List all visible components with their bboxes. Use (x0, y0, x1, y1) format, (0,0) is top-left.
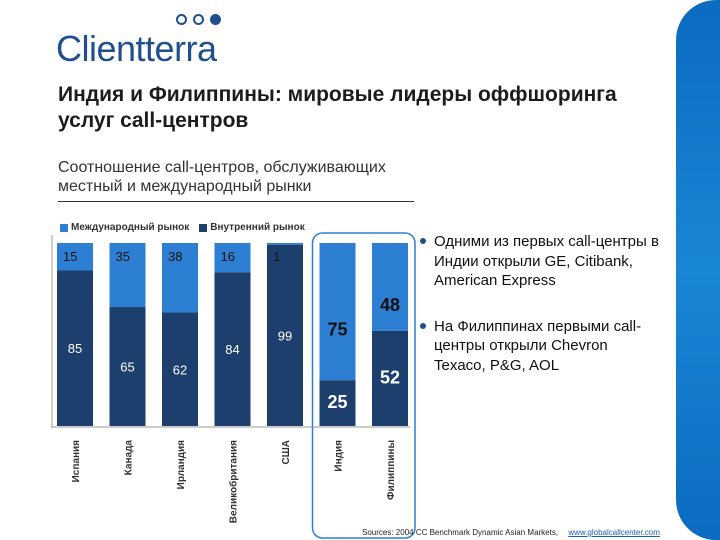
logo-text: Clientterra (56, 28, 217, 69)
x-tick-label: Индия (334, 440, 345, 472)
data-label-domestic: 25 (327, 392, 347, 412)
data-label-domestic: 99 (278, 328, 292, 343)
data-label-international: 35 (116, 249, 130, 264)
data-label-domestic: 85 (68, 341, 82, 356)
x-tick-label: Великобритания (228, 440, 240, 523)
logo-dot (176, 14, 187, 25)
bar-international (319, 243, 356, 381)
data-label-domestic: 62 (173, 362, 187, 377)
legend-item-international: Международный рынок (60, 222, 189, 233)
bar-domestic (109, 307, 146, 426)
data-label-international: 16 (221, 249, 235, 264)
bar-domestic (162, 312, 198, 426)
data-label-international: 38 (168, 249, 182, 264)
legend-label: Международный рынок (71, 222, 190, 233)
bar-domestic (372, 330, 408, 426)
bar-international (162, 243, 198, 313)
bullet-item: Одними из первых call-центры в Индии отк… (420, 232, 660, 291)
legend-swatch-domestic (199, 223, 208, 232)
bar-international (57, 243, 93, 271)
source-link[interactable]: www.globalcallcenter.com (568, 528, 660, 537)
x-tick-label: Филиппины (386, 440, 397, 500)
data-label-domestic: 52 (380, 367, 400, 387)
bullet-text: Одними из первых call-центры в Индии отк… (434, 233, 659, 289)
bar-domestic (57, 270, 93, 426)
logo-dot (193, 14, 204, 25)
slide-title: Индия и Филиппины: мировые лидеры оффшор… (58, 83, 617, 133)
bullet-list: Одними из первых call-центры в Индии отк… (420, 232, 660, 401)
data-label-international: 75 (327, 320, 347, 340)
bullet-text: На Филиппинах первыми call-центры открыл… (434, 317, 642, 374)
x-tick-label: Ирландия (176, 440, 187, 489)
subtitle-rule (58, 201, 414, 202)
clientterra-logo: Clientterra (56, 14, 246, 69)
source-note: Sources: 2004 CC Benchmark Dynamic Asian… (362, 528, 660, 537)
logo-dots (176, 14, 221, 25)
data-label-domestic: 65 (120, 360, 134, 375)
decorative-side-bar (676, 0, 720, 540)
bar-international (109, 243, 146, 308)
source-text: Sources: 2004 CC Benchmark Dynamic Asian… (362, 528, 559, 537)
x-tick-label: Испания (71, 440, 82, 483)
bullet-dot (420, 322, 426, 329)
legend-swatch-international (60, 223, 68, 232)
legend-item-domestic: Внутренний рынок (199, 222, 305, 233)
bar-international (267, 243, 303, 245)
bar-international (214, 243, 251, 273)
bullet-item: На Филиппинах первыми call-центры открыл… (420, 317, 660, 376)
bar-domestic (319, 380, 356, 426)
bullet-dot (420, 238, 426, 244)
bar-domestic (267, 244, 303, 426)
bar-domestic (214, 272, 251, 426)
chart-legend: Международный рынок Внутренний рынок (60, 222, 305, 233)
bar-international (372, 243, 408, 331)
chart-subtitle: Соотношение call-центров, обслуживающих … (58, 159, 386, 196)
data-label-international: 1 (273, 249, 280, 264)
data-label-international: 48 (380, 295, 400, 315)
logo-dot (210, 14, 221, 25)
data-label-domestic: 84 (225, 342, 239, 357)
x-tick-label: США (281, 440, 292, 465)
data-label-international: 15 (63, 249, 77, 264)
x-tick-label: Канада (124, 440, 135, 476)
legend-label: Внутренний рынок (210, 222, 305, 233)
highlight-frame (311, 232, 416, 539)
